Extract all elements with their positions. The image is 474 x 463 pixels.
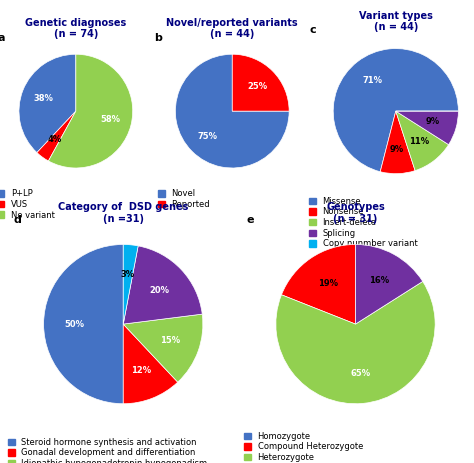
Wedge shape [282,244,356,324]
Wedge shape [396,111,448,171]
Text: 71%: 71% [362,76,382,85]
Text: 20%: 20% [149,286,169,295]
Text: 19%: 19% [318,279,338,288]
Text: 3%: 3% [121,270,135,280]
Wedge shape [276,282,435,404]
Text: 9%: 9% [390,145,404,154]
Text: 15%: 15% [160,336,180,345]
Legend: Novel, Reported: Novel, Reported [158,189,210,209]
Text: 9%: 9% [426,118,440,126]
Text: 38%: 38% [33,94,53,103]
Wedge shape [123,244,138,324]
Wedge shape [123,324,178,404]
Title: Variant types
(n = 44): Variant types (n = 44) [359,11,433,32]
Title: Novel/reported variants
(n = 44): Novel/reported variants (n = 44) [166,18,298,39]
Wedge shape [356,244,423,324]
Text: 25%: 25% [247,81,267,91]
Wedge shape [333,49,458,172]
Wedge shape [19,54,76,153]
Wedge shape [232,54,289,111]
Text: b: b [154,33,162,43]
Wedge shape [380,111,415,174]
Title: Category of  DSD genes
(n =31): Category of DSD genes (n =31) [58,202,189,224]
Text: 65%: 65% [350,369,370,378]
Text: 12%: 12% [131,365,152,375]
Wedge shape [123,246,202,324]
Text: c: c [310,25,316,35]
Text: e: e [246,215,254,225]
Title: Genotypes
(n = 31): Genotypes (n = 31) [326,202,385,224]
Title: Genetic diagnoses
(n = 74): Genetic diagnoses (n = 74) [25,18,127,39]
Text: 75%: 75% [197,131,217,141]
Wedge shape [396,111,458,144]
Legend: Homozygote, Compound Heterozygote, Heterozygote, Hemizygote: Homozygote, Compound Heterozygote, Heter… [244,432,363,463]
Wedge shape [44,244,123,404]
Text: 58%: 58% [100,115,120,125]
Wedge shape [175,54,289,168]
Wedge shape [37,111,76,161]
Text: a: a [0,33,5,43]
Text: 16%: 16% [369,276,389,285]
Text: 50%: 50% [64,319,84,329]
Text: 11%: 11% [410,137,429,146]
Legend: Steroid hormone synthesis and activation, Gonadal development and differentiatio: Steroid hormone synthesis and activation… [8,438,208,463]
Wedge shape [123,314,203,382]
Wedge shape [48,54,133,168]
Legend: P+LP, VUS, No variant: P+LP, VUS, No variant [0,189,55,219]
Text: d: d [14,215,22,225]
Text: 4%: 4% [48,135,62,144]
Legend: Missense, Nonsense, Insert-delete, Splicing, Copy nunmber variant: Missense, Nonsense, Insert-delete, Splic… [309,197,417,248]
